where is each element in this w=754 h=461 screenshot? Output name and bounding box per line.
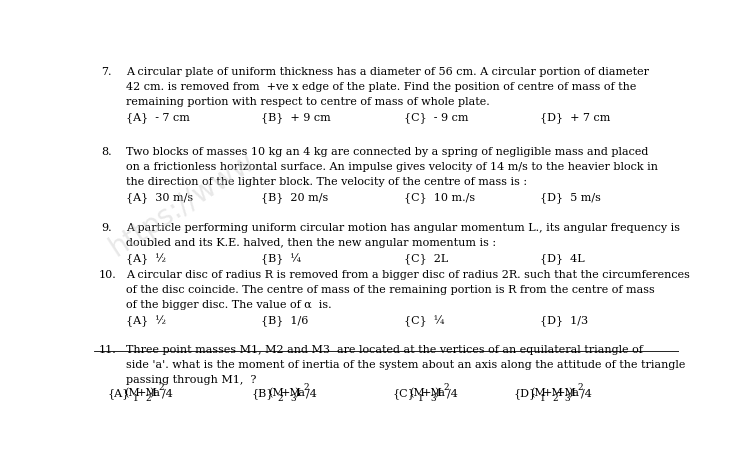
Text: /4: /4 (161, 388, 173, 398)
Text: Three point masses M1, M2 and M3  are located at the vertices of an equilateral : Three point masses M1, M2 and M3 are loc… (127, 345, 643, 355)
Text: 3: 3 (290, 394, 296, 403)
Text: {A}  30 m/s: {A} 30 m/s (127, 193, 194, 203)
Text: {D}  + 7 cm: {D} + 7 cm (540, 112, 610, 123)
Text: 11.: 11. (99, 345, 117, 355)
Text: /4: /4 (306, 388, 317, 398)
Text: {B}  20 m/s: {B} 20 m/s (261, 193, 328, 203)
Text: on a frictionless horizontal surface. An impulse gives velocity of 14 m/s to the: on a frictionless horizontal surface. An… (127, 162, 658, 172)
Text: {B}: {B} (252, 388, 274, 399)
Text: {D}  4L: {D} 4L (540, 254, 584, 264)
Text: 2: 2 (443, 383, 449, 391)
Text: 1: 1 (540, 394, 545, 403)
Text: {A}  - 7 cm: {A} - 7 cm (127, 112, 190, 123)
Text: {C}  2L: {C} 2L (404, 254, 448, 264)
Text: {A}  ½: {A} ½ (127, 315, 167, 327)
Text: {B}  ¼: {B} ¼ (261, 254, 301, 265)
Text: )a: )a (149, 388, 160, 399)
Text: 3: 3 (565, 394, 570, 403)
Text: https://www: https://www (104, 147, 260, 262)
Text: +M: +M (136, 388, 157, 398)
Text: {C}  - 9 cm: {C} - 9 cm (404, 112, 468, 123)
Text: of the disc coincide. The centre of mass of the remaining portion is R from the : of the disc coincide. The centre of mass… (127, 285, 655, 295)
Text: {D}: {D} (513, 388, 537, 399)
Text: A circular plate of uniform thickness has a diameter of 56 cm. A circular portio: A circular plate of uniform thickness ha… (127, 67, 649, 77)
Text: (M: (M (409, 388, 425, 399)
Text: 2: 2 (552, 394, 558, 403)
Text: )a: )a (569, 388, 579, 399)
Text: 10.: 10. (99, 270, 117, 280)
Text: {B}  + 9 cm: {B} + 9 cm (261, 112, 330, 123)
Text: 1: 1 (418, 394, 424, 403)
Text: remaining portion with respect to centre of mass of whole plate.: remaining portion with respect to centre… (127, 97, 490, 107)
Text: (M: (M (124, 388, 139, 399)
Text: 9.: 9. (101, 223, 112, 233)
Text: {B}  1/6: {B} 1/6 (261, 315, 308, 326)
Text: 7.: 7. (101, 67, 112, 77)
Text: +M: +M (281, 388, 302, 398)
Text: 3: 3 (431, 394, 437, 403)
Text: the direction of the lighter block. The velocity of the centre of mass is :: the direction of the lighter block. The … (127, 177, 528, 188)
Text: )a: )a (434, 388, 445, 399)
Text: 2: 2 (158, 383, 164, 391)
Text: passing through M1,  ?: passing through M1, ? (127, 375, 257, 385)
Text: (M: (M (268, 388, 284, 399)
Text: Two blocks of masses 10 kg an 4 kg are connected by a spring of negligible mass : Two blocks of masses 10 kg an 4 kg are c… (127, 147, 648, 157)
Text: 2: 2 (146, 394, 151, 403)
Text: side 'a'. what is the moment of inertia of the system about an axis along the at: side 'a'. what is the moment of inertia … (127, 360, 686, 370)
Text: 8.: 8. (101, 147, 112, 157)
Text: /4: /4 (581, 388, 592, 398)
Text: (M: (M (530, 388, 546, 399)
Text: {C}  10 m./s: {C} 10 m./s (404, 193, 475, 203)
Text: {C}  ¼: {C} ¼ (404, 315, 444, 327)
Text: 42 cm. is removed from  +ve x edge of the plate. Find the position of centre of : 42 cm. is removed from +ve x edge of the… (127, 82, 637, 92)
Text: doubled and its K.E. halved, then the new angular momentum is :: doubled and its K.E. halved, then the ne… (127, 238, 497, 248)
Text: /4: /4 (446, 388, 458, 398)
Text: 2: 2 (277, 394, 284, 403)
Text: +M: +M (421, 388, 443, 398)
Text: A circular disc of radius R is removed from a bigger disc of radius 2R. such tha: A circular disc of radius R is removed f… (127, 270, 690, 280)
Text: {A}  ½: {A} ½ (127, 254, 167, 265)
Text: )a: )a (294, 388, 305, 399)
Text: {A}: {A} (107, 388, 130, 399)
Text: {D}  5 m/s: {D} 5 m/s (540, 193, 600, 203)
Text: 2: 2 (303, 383, 308, 391)
Text: 1: 1 (133, 394, 139, 403)
Text: {D}  1/3: {D} 1/3 (540, 315, 587, 326)
Text: +M: +M (543, 388, 564, 398)
Text: A particle performing uniform circular motion has angular momentum L., its angul: A particle performing uniform circular m… (127, 223, 680, 233)
Text: 2: 2 (578, 383, 583, 391)
Text: {C}: {C} (392, 388, 415, 399)
Text: +M: +M (556, 388, 576, 398)
Text: of the bigger disc. The value of α  is.: of the bigger disc. The value of α is. (127, 300, 332, 310)
